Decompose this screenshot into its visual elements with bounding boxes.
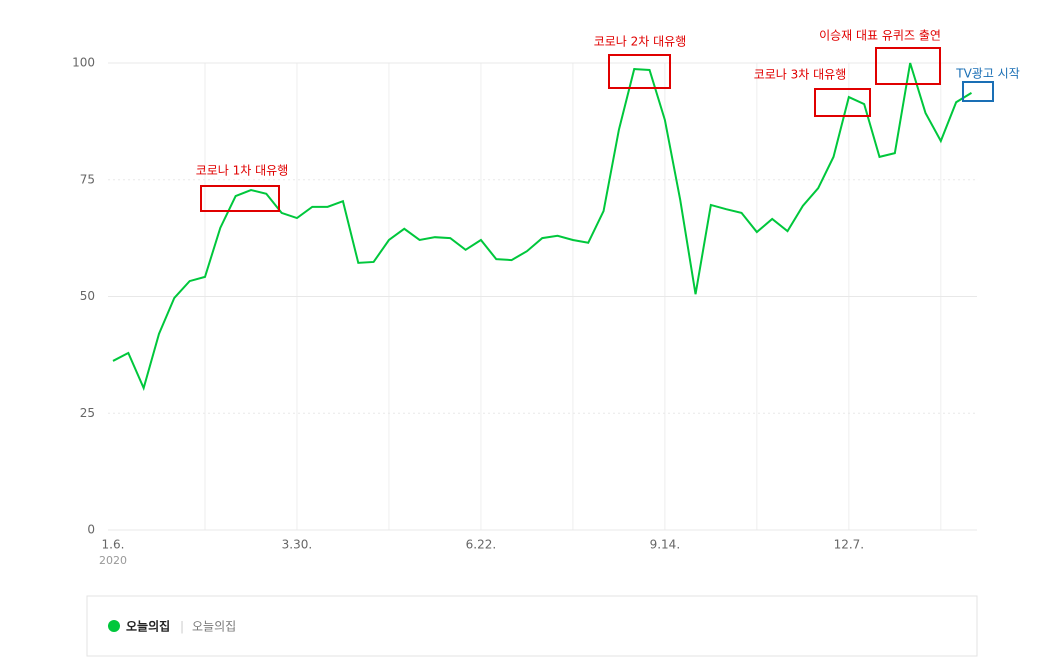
legend-box — [86, 595, 978, 657]
x-tick-label: 12.7. — [834, 538, 865, 552]
y-tick-label: 50 — [80, 289, 95, 303]
x-tick-label: 9.14. — [650, 538, 681, 552]
y-tick-label: 100 — [72, 56, 95, 70]
y-tick-label: 75 — [80, 172, 95, 186]
annotation-box — [814, 88, 871, 117]
legend-swatch — [108, 620, 120, 632]
annotation-box — [200, 185, 280, 212]
annotation-box — [962, 81, 994, 102]
annotation: 코로나 1차 대유행 — [196, 163, 289, 178]
x-tick-label: 6.22. — [466, 538, 497, 552]
x-tick-label: 1.6. — [102, 538, 125, 552]
annotation: 코로나 3차 대유행 — [754, 67, 847, 82]
year-label: 2020 — [99, 554, 127, 567]
legend-separator: | — [180, 620, 184, 634]
annotation: 이승재 대표 유퀴즈 출연 — [819, 29, 941, 43]
y-tick-label: 0 — [87, 523, 95, 537]
legend-label: 오늘의집 — [126, 619, 170, 634]
x-tick-label: 3.30. — [282, 538, 313, 552]
annotation: TV광고 시작 — [955, 67, 1020, 81]
annotation-box — [875, 47, 941, 85]
legend-sublabel: 오늘의집 — [192, 620, 236, 634]
y-tick-label: 25 — [80, 406, 95, 420]
annotation: 코로나 2차 대유행 — [594, 34, 687, 49]
line — [112, 62, 973, 391]
annotation-box — [608, 54, 671, 89]
